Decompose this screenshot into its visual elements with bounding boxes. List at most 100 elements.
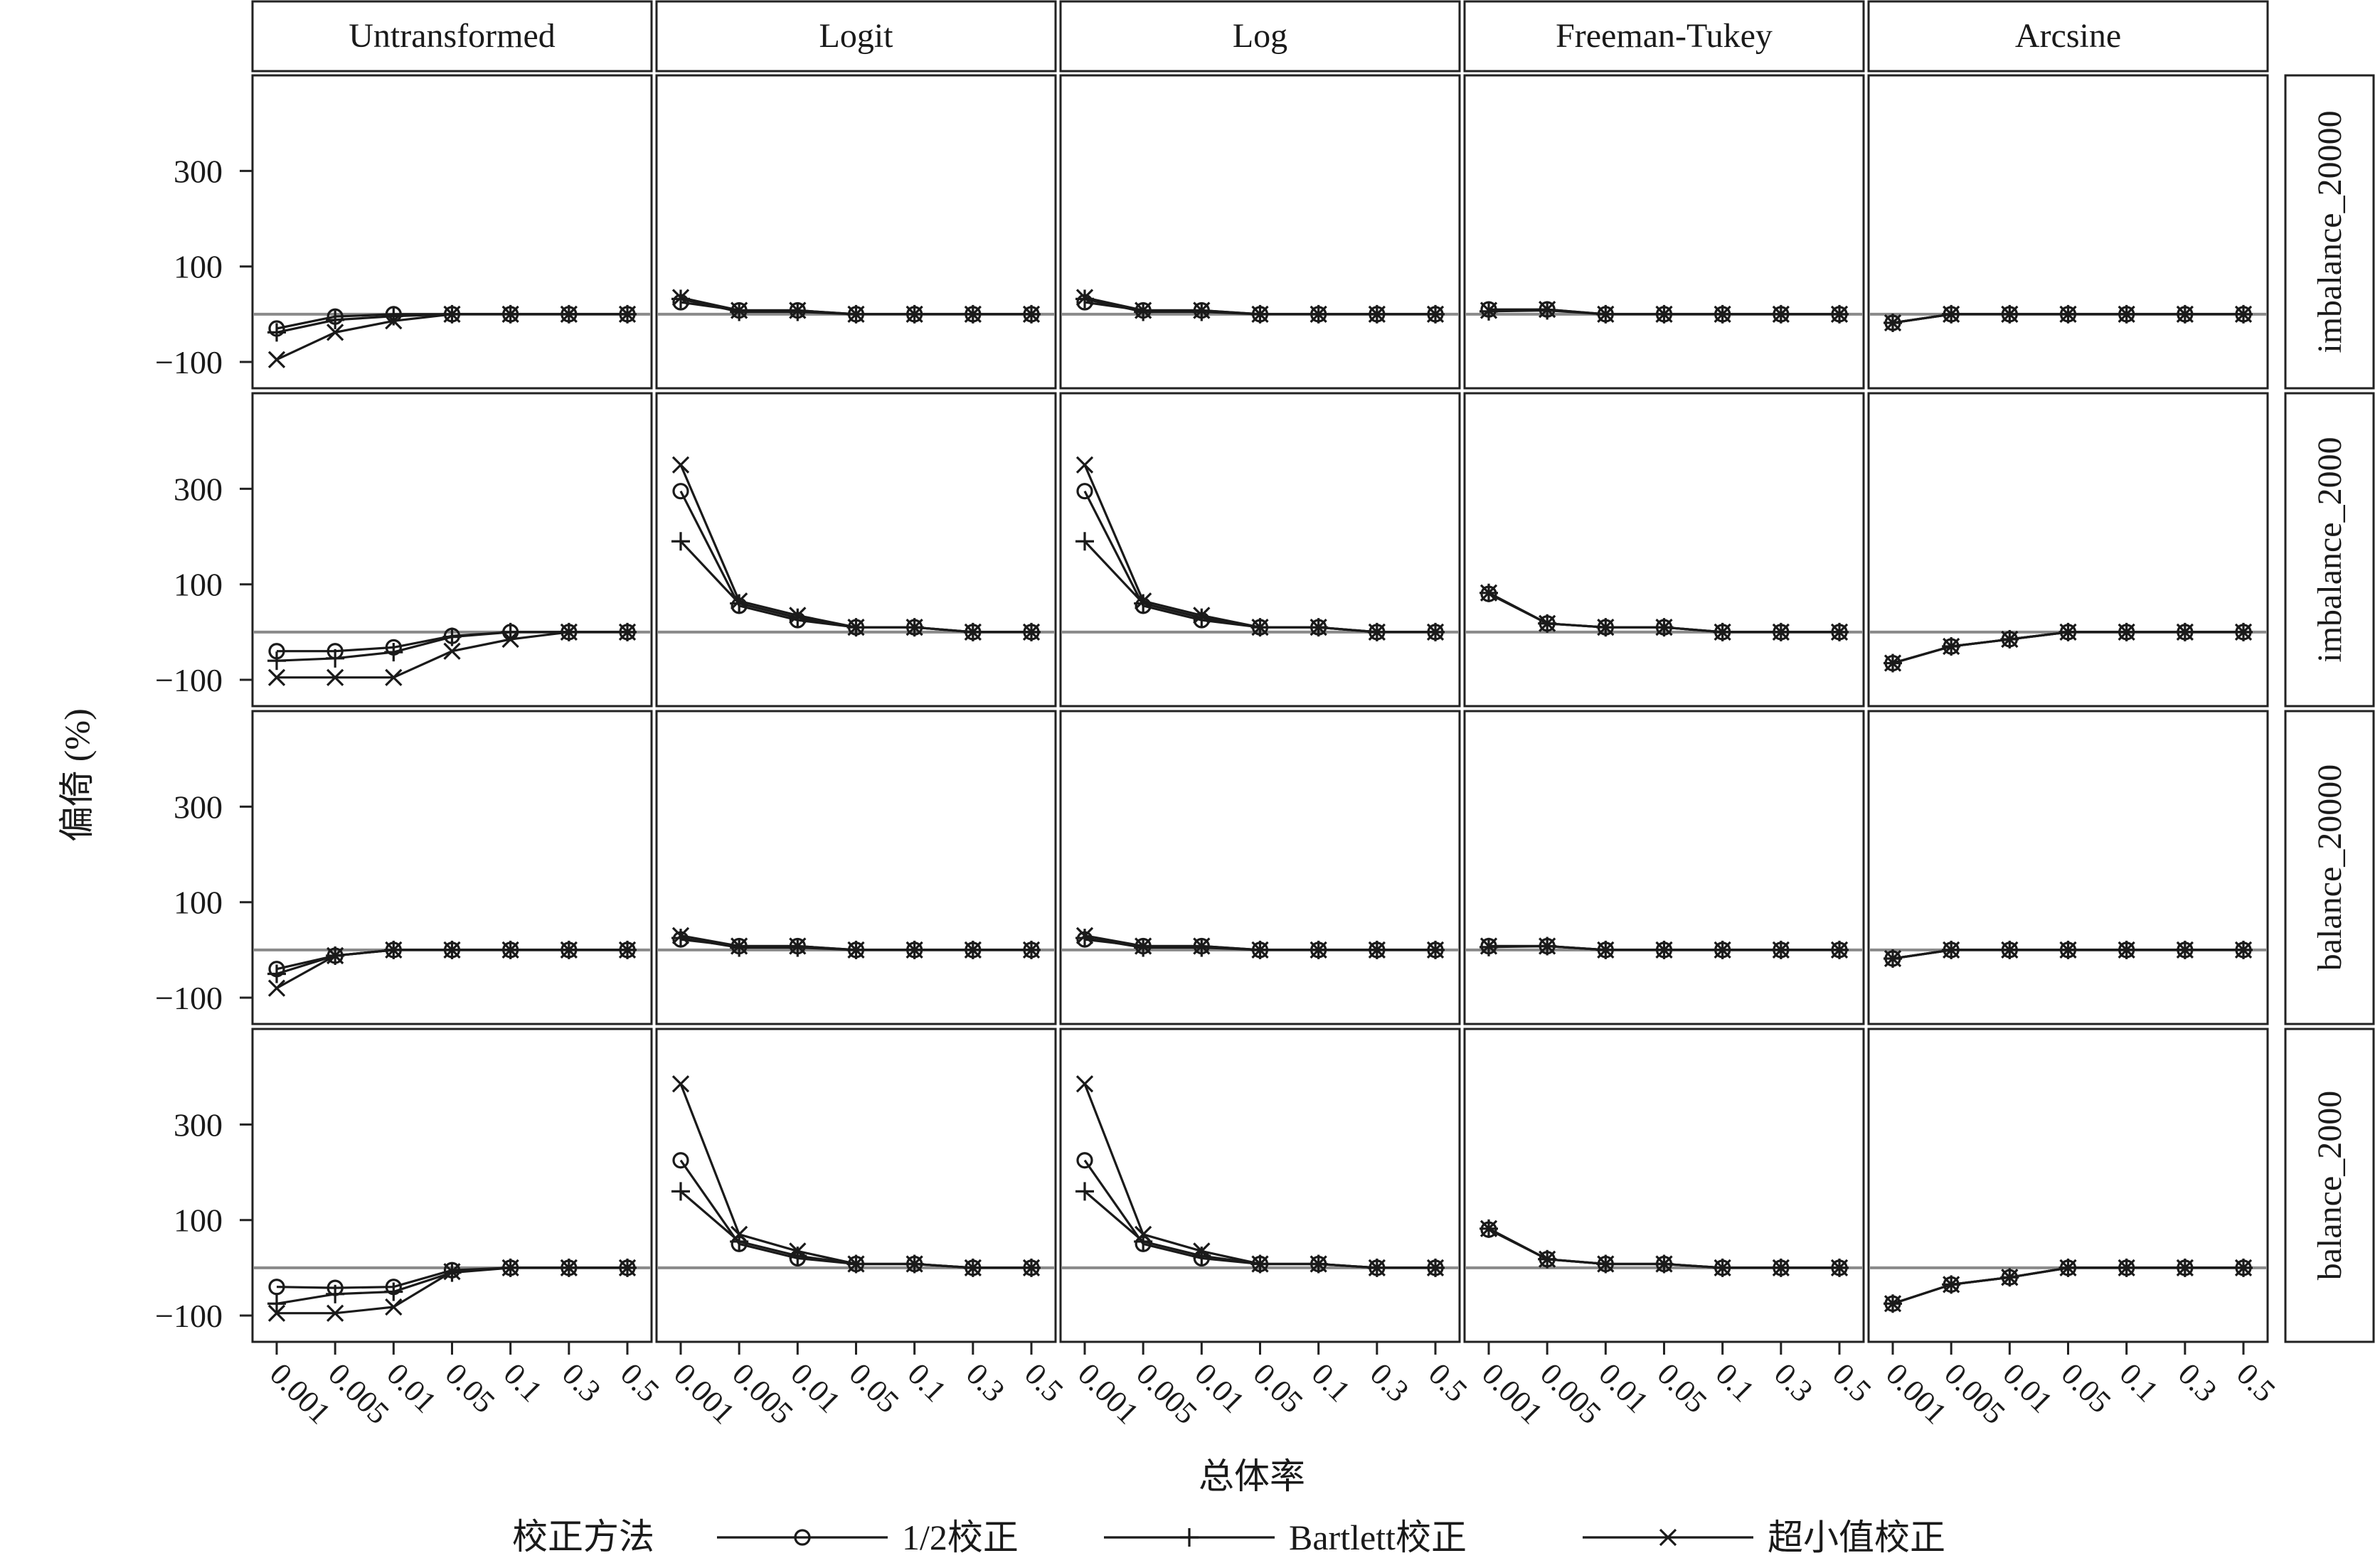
legend-marker-plus [1180,1528,1199,1547]
y-tick-label: −100 [155,344,223,380]
x-tick-label: 0.005 [322,1356,396,1431]
point-tiny [2118,623,2135,641]
x-tick-label: 0.005 [1534,1356,1608,1431]
point-tiny [1193,302,1211,319]
point-tiny [731,1225,748,1243]
x-tick-label: 0.3 [960,1356,1012,1409]
point-tiny [671,456,690,474]
x-tick-label: 0.1 [1709,1356,1762,1409]
point-tiny [789,302,807,319]
x-tick-label: 0.5 [1422,1356,1475,1409]
point-tiny [2059,305,2077,324]
column-strip-label: Freeman-Tukey [1556,17,1773,55]
panel-frame [655,74,1057,390]
point-tiny [2118,1259,2135,1277]
column-strip-box [1059,0,1461,73]
panel [1059,710,1461,1025]
point-tiny [1193,1242,1211,1260]
point-tiny [1714,941,1731,959]
point-tiny [1655,619,1673,636]
point-tiny [2001,630,2019,649]
panel-frame [1867,1028,2269,1343]
point-tiny [1884,949,1902,968]
y-tick-label: 300 [174,471,223,507]
point-tiny [1135,1225,1152,1243]
point-tiny [964,623,982,641]
point-tiny [1943,941,1960,959]
point-tiny [267,979,286,997]
point-tiny [1251,941,1269,959]
point-tiny [326,1304,344,1322]
panel [655,1028,1057,1343]
y-tick-label: 100 [174,1202,223,1239]
point-tiny [1022,305,1041,324]
x-tick-label: 0.5 [1018,1356,1071,1409]
point-bartlett [671,1182,690,1201]
point-tiny [326,946,344,965]
point-tiny [671,1075,690,1093]
x-tick-label: 0.1 [901,1356,954,1409]
point-tiny [1309,1255,1327,1273]
x-axis-title: 总体率 [1199,1456,1305,1496]
point-tiny [2118,941,2135,959]
point-bartlett [326,310,345,329]
column-strip-label: Untransformed [349,17,556,55]
point-tiny [2059,623,2077,641]
point-tiny [1655,941,1673,959]
point-tiny [1479,1220,1498,1237]
legend-entry-bartlett: Bartlett校正 [1104,1517,1467,1557]
point-tiny [2234,941,2253,959]
column-strip-label: Arcsine [2015,17,2121,55]
row-strip-label: imbalance_20000 [2311,110,2349,353]
point-tiny [1714,305,1731,324]
panel-frame [251,392,653,708]
x-tick-label: 0.3 [1364,1356,1416,1409]
y-tick-label: 100 [174,885,223,921]
row-strip-box [2284,392,2375,708]
point-tiny [1193,607,1211,624]
point-bartlett [326,649,345,668]
point-tiny [1772,623,1790,641]
panel [251,1028,653,1343]
x-tick-label: 0.05 [2054,1356,2118,1419]
point-tiny [1135,937,1152,955]
panel-frame [655,1028,1057,1343]
point-tiny [2234,305,2253,324]
point-tiny [1772,305,1790,324]
panel-frame [1867,710,2269,1025]
point-tiny [385,941,403,959]
point-tiny [1135,302,1152,319]
panels [251,74,2269,1343]
legend-entry-half: 1/2校正 [717,1517,1019,1557]
row-strip-label: balance_20000 [2311,764,2349,971]
point-tiny [385,1298,403,1316]
x-tick-label: 0.005 [1130,1356,1204,1431]
legend-title: 校正方法 [512,1517,654,1557]
panel-frame [251,1028,653,1343]
point-tiny [1655,1255,1673,1273]
point-tiny [1368,941,1386,959]
x-tick-label: 0.05 [842,1356,905,1419]
panel [1867,74,2269,390]
point-bartlett [730,594,749,613]
point-tiny [1884,654,1902,672]
point-tiny [1022,1259,1041,1277]
point-tiny [267,351,286,368]
legend: 校正方法 1/2校正 Bartlett校正 超小值校正 [512,1517,1945,1557]
row-strip-box [2284,1028,2375,1343]
point-tiny [443,1263,461,1281]
point-tiny [847,941,865,959]
x-tick-label: 0.1 [497,1356,550,1409]
point-tiny [1479,584,1498,602]
point-bartlett [442,627,462,646]
point-tiny [1772,941,1790,959]
legend-entry-tiny: 超小值校正 [1583,1517,1945,1557]
legend-label: 超小值校正 [1768,1517,1945,1557]
point-tiny [2001,1269,2019,1286]
x-tick-label: 0.05 [438,1356,501,1419]
point-tiny [385,668,403,686]
panel-frame [1463,392,1865,708]
point-tiny [1830,623,1849,641]
panel [655,392,1057,708]
